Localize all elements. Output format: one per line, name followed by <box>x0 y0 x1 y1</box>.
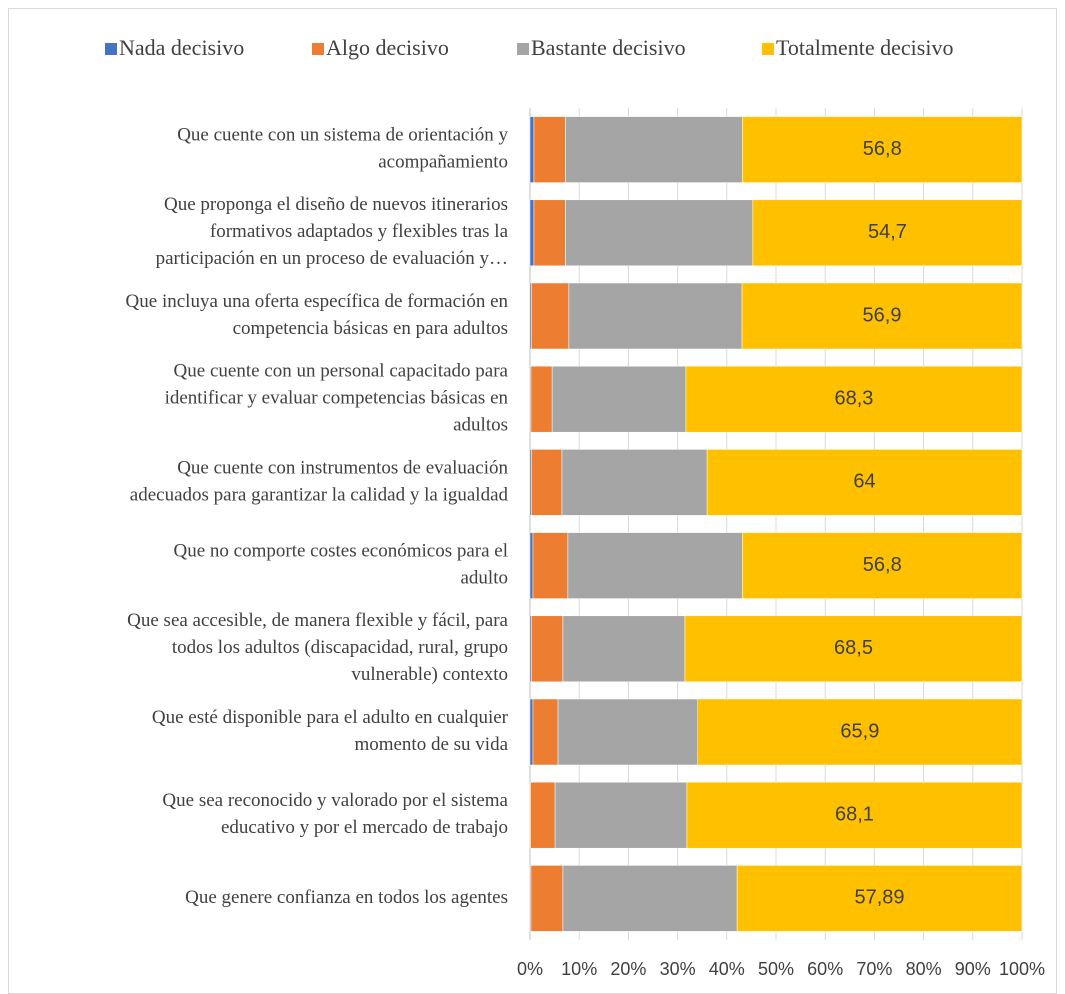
x-tick-label: 60% <box>807 959 843 979</box>
data-label: 57,89 <box>855 887 905 909</box>
bar-segment <box>531 282 570 350</box>
category-label: Que esté disponible para el adulto en cu… <box>152 707 509 728</box>
data-label: 56,8 <box>863 554 902 576</box>
category-label: adecuados para garantizar la calidad y l… <box>130 484 509 505</box>
data-label: 56,8 <box>863 138 902 160</box>
bar-segment <box>551 365 687 433</box>
bar-segment <box>531 615 564 683</box>
category-label: adulto <box>461 567 509 588</box>
bar-segment <box>567 532 743 599</box>
bar-segment <box>561 449 708 516</box>
bar-segment <box>565 116 743 183</box>
bar-segment <box>531 449 563 516</box>
category-label: participación en un proceso de evaluació… <box>156 248 508 269</box>
bar-segment <box>529 116 535 183</box>
data-label: 56,9 <box>863 304 902 326</box>
x-tick-label: 30% <box>660 959 696 979</box>
category-label: Que cuente con un personal capacitado pa… <box>174 361 509 382</box>
category-label: Que incluya una oferta específica de for… <box>126 291 509 312</box>
bar-segment <box>684 615 1023 683</box>
legend-label: Nada decisivo <box>119 35 244 60</box>
bar-segment <box>529 532 534 599</box>
x-tick-label: 20% <box>610 959 646 979</box>
data-label: 64 <box>853 471 875 493</box>
category-label: competencia básicas en para adultos <box>233 318 508 339</box>
bar-segment <box>562 865 738 932</box>
legend-swatch <box>517 43 529 55</box>
x-tick-label: 0% <box>517 959 543 979</box>
bar-segment <box>706 449 1023 516</box>
bar-segment <box>742 116 1023 183</box>
category-label: Que cuente con un sistema de orientación… <box>177 124 508 145</box>
bar-segment <box>533 116 566 183</box>
x-tick-label: 100% <box>999 959 1045 979</box>
legend-label: Algo decisivo <box>326 35 449 60</box>
data-label: 65,9 <box>840 720 879 742</box>
x-tick-label: 40% <box>709 959 745 979</box>
category-label: Que sea accesible, de manera flexible y … <box>127 610 508 631</box>
category-label: acompañamiento <box>378 151 508 172</box>
x-tick-label: 10% <box>561 959 597 979</box>
category-label: educativo y por el mercado de trabajo <box>221 817 508 838</box>
legend-swatch <box>105 43 117 55</box>
bar-segment <box>530 781 556 849</box>
data-label: 68,3 <box>835 387 874 409</box>
legend-label: Bastante decisivo <box>531 35 686 60</box>
category-label: Que cuente con instrumentos de evaluació… <box>177 457 508 478</box>
bar-segment <box>736 865 1023 932</box>
bar-segment <box>562 615 686 683</box>
legend-swatch <box>762 43 774 55</box>
bar-segment <box>530 865 564 932</box>
bar-segment <box>752 199 1023 267</box>
data-label: 68,1 <box>835 803 874 825</box>
category-label: vulnerable) contexto <box>351 664 508 685</box>
category-label: momento de su vida <box>354 734 508 755</box>
x-tick-label: 70% <box>856 959 892 979</box>
legend-label: Totalmente decisivo <box>776 35 953 60</box>
legend-swatch <box>312 43 324 55</box>
bar-segment <box>532 532 569 599</box>
bar-segment <box>554 781 688 849</box>
category-label: Que proponga el diseño de nuevos itinera… <box>164 194 508 215</box>
bar-segment <box>529 199 535 267</box>
data-label: 68,5 <box>834 637 873 659</box>
category-label: todos los adultos (discapacidad, rural, … <box>172 637 508 658</box>
x-tick-label: 50% <box>758 959 794 979</box>
bar-segment <box>532 698 559 766</box>
bar-segment <box>686 781 1023 849</box>
x-tick-label: 90% <box>955 959 991 979</box>
bar-segment <box>697 698 1023 766</box>
category-label: Que no comporte costes económicos para e… <box>174 540 509 561</box>
category-label: identificar y evaluar competencias básic… <box>165 388 509 409</box>
category-label: Que genere confianza en todos los agente… <box>185 887 508 908</box>
category-label: formativos adaptados y flexibles tras la <box>210 221 509 242</box>
category-label: Que sea reconocido y valorado por el sis… <box>162 790 508 811</box>
bar-segment <box>529 698 534 766</box>
x-tick-label: 80% <box>906 959 942 979</box>
bar-segment <box>565 199 754 267</box>
bar-segment <box>533 199 566 267</box>
bar-segment <box>742 532 1023 599</box>
bar-segment <box>530 365 553 433</box>
bar-segment <box>557 698 699 766</box>
data-label: 54,7 <box>868 221 907 243</box>
bar-segment <box>685 365 1023 433</box>
category-label: adultos <box>453 415 508 436</box>
bar-segment <box>741 282 1023 350</box>
bar-segment <box>568 282 743 350</box>
